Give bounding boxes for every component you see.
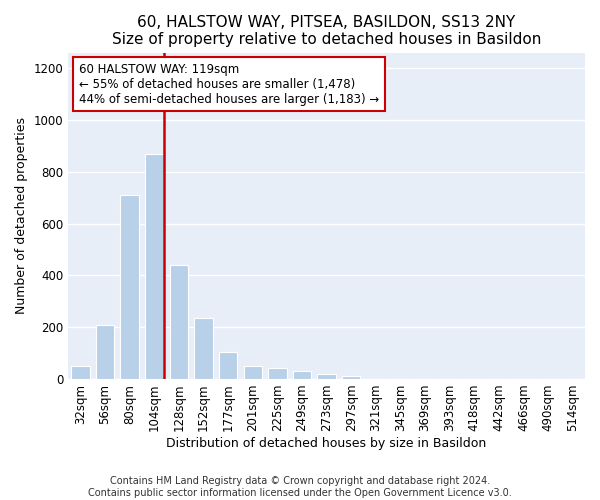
- Bar: [268, 368, 287, 379]
- Bar: [219, 352, 238, 379]
- Bar: [121, 195, 139, 379]
- Bar: [342, 376, 361, 379]
- Y-axis label: Number of detached properties: Number of detached properties: [15, 118, 28, 314]
- Text: Contains HM Land Registry data © Crown copyright and database right 2024.
Contai: Contains HM Land Registry data © Crown c…: [88, 476, 512, 498]
- Bar: [244, 366, 262, 379]
- Title: 60, HALSTOW WAY, PITSEA, BASILDON, SS13 2NY
Size of property relative to detache: 60, HALSTOW WAY, PITSEA, BASILDON, SS13 …: [112, 15, 541, 48]
- Text: 60 HALSTOW WAY: 119sqm
← 55% of detached houses are smaller (1,478)
44% of semi-: 60 HALSTOW WAY: 119sqm ← 55% of detached…: [79, 62, 379, 106]
- Bar: [96, 324, 115, 379]
- X-axis label: Distribution of detached houses by size in Basildon: Distribution of detached houses by size …: [166, 437, 487, 450]
- Bar: [145, 154, 164, 379]
- Bar: [293, 371, 311, 379]
- Bar: [317, 374, 336, 379]
- Bar: [170, 265, 188, 379]
- Bar: [71, 366, 90, 379]
- Bar: [194, 318, 213, 379]
